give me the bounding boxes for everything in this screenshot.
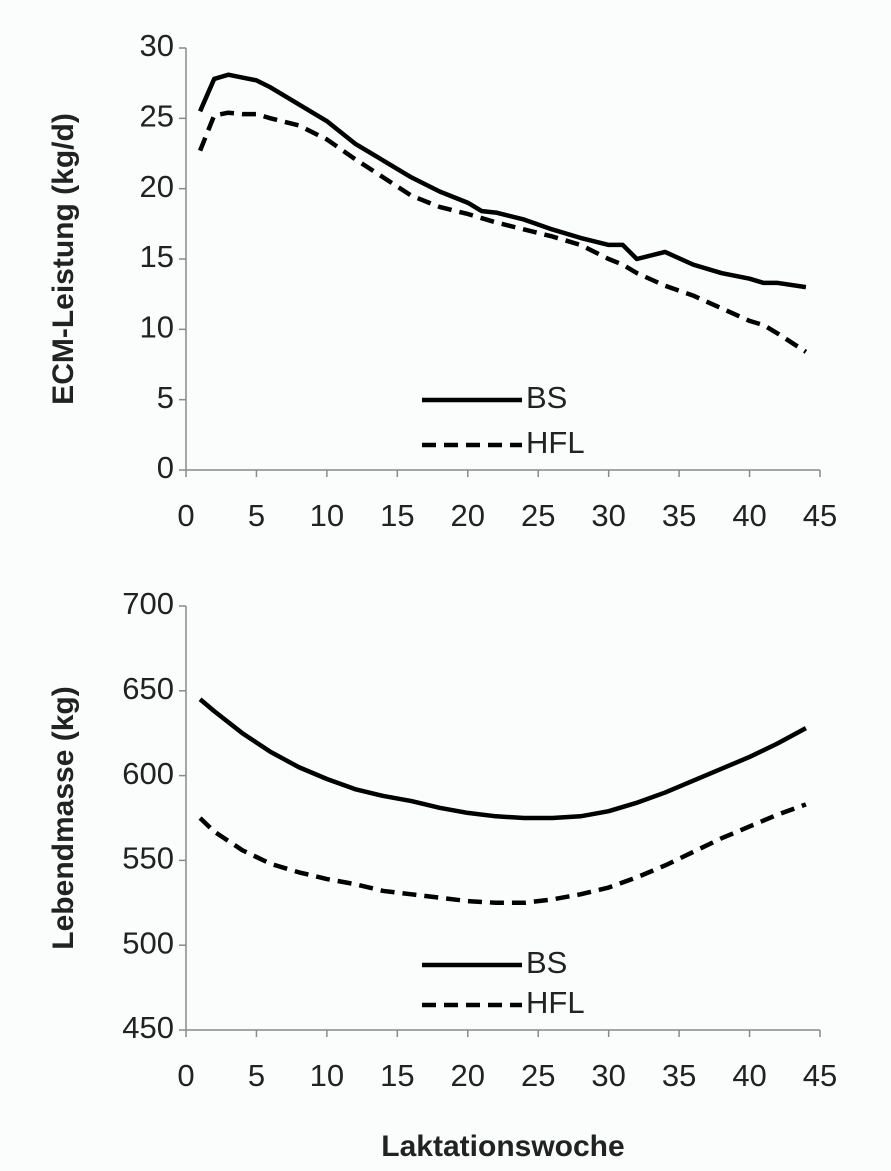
legend-label: BS: [526, 945, 567, 980]
y-tick-label: 650: [122, 671, 174, 706]
y-tick-label: 550: [122, 841, 174, 876]
series-line: [198, 110, 808, 354]
x-tick-label: 25: [521, 498, 555, 533]
y-axis-label: ECM-Leistung (kg/d): [47, 113, 80, 405]
x-tick-label: 15: [380, 498, 414, 533]
y-tick-label: 700: [122, 586, 174, 621]
x-tick-label: 35: [662, 498, 696, 533]
x-tick-label: 0: [177, 1058, 194, 1093]
x-tick-label: 30: [591, 498, 625, 533]
legend-label: HFL: [526, 985, 585, 1020]
x-tick-label: 45: [803, 1058, 837, 1093]
y-axis-label: Lebendmasse (kg): [47, 686, 80, 949]
legend-label: HFL: [526, 425, 585, 460]
x-tick-label: 5: [248, 1058, 265, 1093]
x-tick-label: 45: [803, 498, 837, 533]
x-tick-label: 35: [662, 1058, 696, 1093]
y-tick-label: 450: [122, 1010, 174, 1045]
y-tick-label: 25: [140, 99, 174, 134]
x-tick-label: 30: [591, 1058, 625, 1093]
x-tick-label: 5: [248, 498, 265, 533]
x-tick-label: 15: [380, 1058, 414, 1093]
series-line: [198, 72, 807, 290]
x-tick-label: 40: [732, 498, 766, 533]
x-tick-label: 0: [177, 498, 194, 533]
y-tick-label: 30: [140, 28, 174, 63]
y-tick-label: 500: [122, 925, 174, 960]
y-tick-label: 0: [157, 450, 174, 485]
y-tick-label: 5: [157, 380, 174, 415]
legend-label: BS: [526, 380, 567, 415]
y-tick-label: 600: [122, 756, 174, 791]
series-line: [198, 697, 807, 821]
x-tick-label: 25: [521, 1058, 555, 1093]
y-tick-label: 15: [140, 239, 174, 274]
y-tick-label: 20: [140, 169, 174, 204]
x-tick-label: 10: [310, 1058, 344, 1093]
x-tick-label: 10: [310, 498, 344, 533]
x-tick-label: 20: [451, 498, 485, 533]
x-axis-label: Laktationswoche: [381, 1130, 624, 1163]
series-line: [198, 802, 807, 906]
x-tick-label: 40: [732, 1058, 766, 1093]
y-tick-label: 10: [140, 310, 174, 345]
x-tick-label: 20: [451, 1058, 485, 1093]
